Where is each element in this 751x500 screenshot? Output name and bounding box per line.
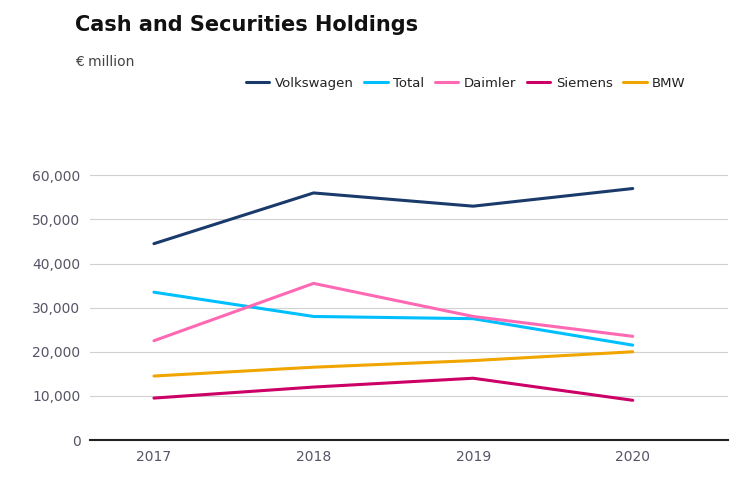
Siemens [309, 384, 318, 390]
Total [309, 314, 318, 320]
Volkswagen [628, 186, 637, 192]
Siemens [149, 395, 158, 401]
Line: BMW: BMW [154, 352, 632, 376]
Daimler [628, 334, 637, 340]
Text: € million: € million [75, 55, 134, 69]
Line: Daimler: Daimler [154, 284, 632, 341]
Volkswagen [469, 203, 478, 209]
Line: Volkswagen: Volkswagen [154, 188, 632, 244]
Daimler [309, 280, 318, 286]
BMW [628, 349, 637, 355]
Line: Total: Total [154, 292, 632, 345]
Text: Cash and Securities Holdings: Cash and Securities Holdings [75, 15, 418, 35]
Daimler [469, 314, 478, 320]
Daimler [149, 338, 158, 344]
Line: Siemens: Siemens [154, 378, 632, 400]
Total [628, 342, 637, 348]
Legend: Volkswagen, Total, Daimler, Siemens, BMW: Volkswagen, Total, Daimler, Siemens, BMW [246, 76, 686, 90]
Total [469, 316, 478, 322]
Total [149, 289, 158, 295]
Siemens [469, 375, 478, 381]
BMW [309, 364, 318, 370]
Siemens [628, 398, 637, 404]
Volkswagen [149, 240, 158, 246]
Volkswagen [309, 190, 318, 196]
BMW [469, 358, 478, 364]
BMW [149, 373, 158, 379]
